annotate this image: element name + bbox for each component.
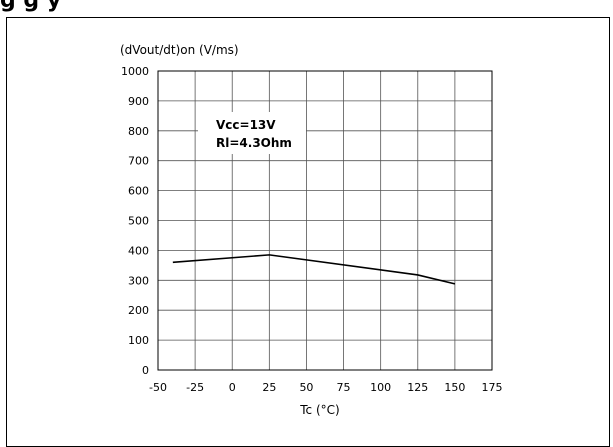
annotation-box (198, 112, 306, 154)
y-tick-label: 100 (128, 334, 149, 347)
series (172, 254, 456, 285)
x-tick-label: 0 (229, 381, 236, 394)
y-tick-label: 500 (128, 215, 149, 228)
x-tick-label: -25 (186, 381, 204, 394)
x-tick-label: 150 (444, 381, 465, 394)
page-heading: g g y (0, 0, 62, 13)
y-tick-labels: 0 100 200 300 400 500 600 700 800 900 1000 (121, 65, 149, 377)
y-tick-label: 400 (128, 244, 149, 257)
x-tick-label: 75 (337, 381, 351, 394)
series-line (172, 254, 456, 285)
x-axis-title: Tc (°C) (299, 403, 339, 417)
x-tick-label: 25 (262, 381, 276, 394)
y-tick-label: 300 (128, 274, 149, 287)
y-tick-label: 600 (128, 185, 149, 198)
x-tick-labels: -50 -25 0 25 50 75 100 125 150 175 (149, 381, 502, 394)
annotation-line-rl: Rl=4.3Ohm (216, 136, 292, 150)
x-tick-label: 50 (299, 381, 313, 394)
y-tick-label: 1000 (121, 65, 149, 78)
y-tick-label: 900 (128, 95, 149, 108)
x-tick-label: 100 (370, 381, 391, 394)
x-tick-label: -50 (149, 381, 167, 394)
annotation: Vcc=13V Rl=4.3Ohm (198, 112, 306, 154)
y-tick-label: 800 (128, 125, 149, 138)
y-tick-label: 0 (142, 364, 149, 377)
x-tick-label: 125 (407, 381, 428, 394)
y-tick-label: 700 (128, 155, 149, 168)
plot-area-border (157, 70, 493, 371)
x-tick-label: 175 (482, 381, 503, 394)
y-axis-title: (dVout/dt)on (V/ms) (120, 43, 239, 57)
annotation-line-vcc: Vcc=13V (216, 118, 276, 132)
y-tick-label: 200 (128, 304, 149, 317)
